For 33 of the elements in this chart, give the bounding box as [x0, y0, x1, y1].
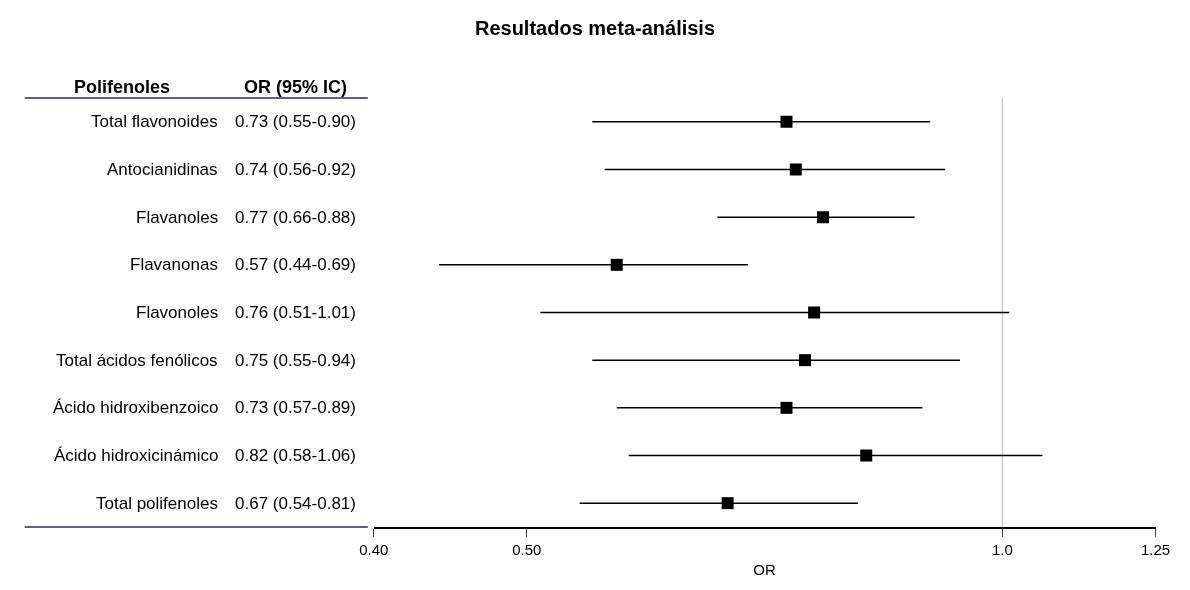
- chart-title: Resultados meta-análisis: [474, 17, 716, 39]
- data-label: 0.82 (0.58-1.06): [235, 446, 356, 465]
- data-label: 0.73 (0.57-0.89): [235, 398, 356, 417]
- text: Polifenoles: [74, 77, 171, 97]
- y-tick-label: Total polifenoles: [96, 494, 218, 513]
- y-tick-label: Total flavonoides: [91, 112, 218, 131]
- x-axis-title: OR: [753, 561, 777, 579]
- point: [817, 211, 830, 224]
- point: [721, 497, 734, 510]
- x-tick-label: 1.25: [1140, 540, 1171, 558]
- y-tick-label: Antocianidinas: [107, 160, 218, 179]
- y-tick-label: Ácido hidroxicinámico: [54, 446, 219, 465]
- x-tick-label: 0.50: [512, 540, 542, 558]
- point: [780, 115, 793, 128]
- point: [780, 401, 793, 414]
- y-tick-label: Ácido hidroxibenzoico: [53, 398, 219, 417]
- point: [789, 163, 802, 176]
- data-label: 0.77 (0.66-0.88): [235, 208, 356, 227]
- data-label: 0.75 (0.55-0.94): [235, 351, 356, 370]
- data-label: 0.57 (0.44-0.69): [235, 255, 356, 274]
- y-tick-label: Flavanoles: [136, 208, 219, 227]
- data-label: 0.74 (0.56-0.92): [235, 160, 356, 179]
- x-tick-label: 1.0: [991, 540, 1013, 558]
- data-label: 0.73 (0.55-0.90): [235, 112, 356, 131]
- point: [799, 354, 812, 367]
- text: OR (95% IC): [244, 77, 348, 97]
- data-label: 0.67 (0.54-0.81): [235, 494, 356, 513]
- y-tick-label: Flavonoles: [136, 303, 219, 322]
- data-label: 0.76 (0.51-1.01): [235, 303, 356, 322]
- point: [808, 306, 821, 319]
- x-tick-label: 0.40: [359, 540, 389, 558]
- y-tick-label: Total ácidos fenólicos: [56, 351, 218, 370]
- y-tick-label: Flavanonas: [130, 255, 218, 274]
